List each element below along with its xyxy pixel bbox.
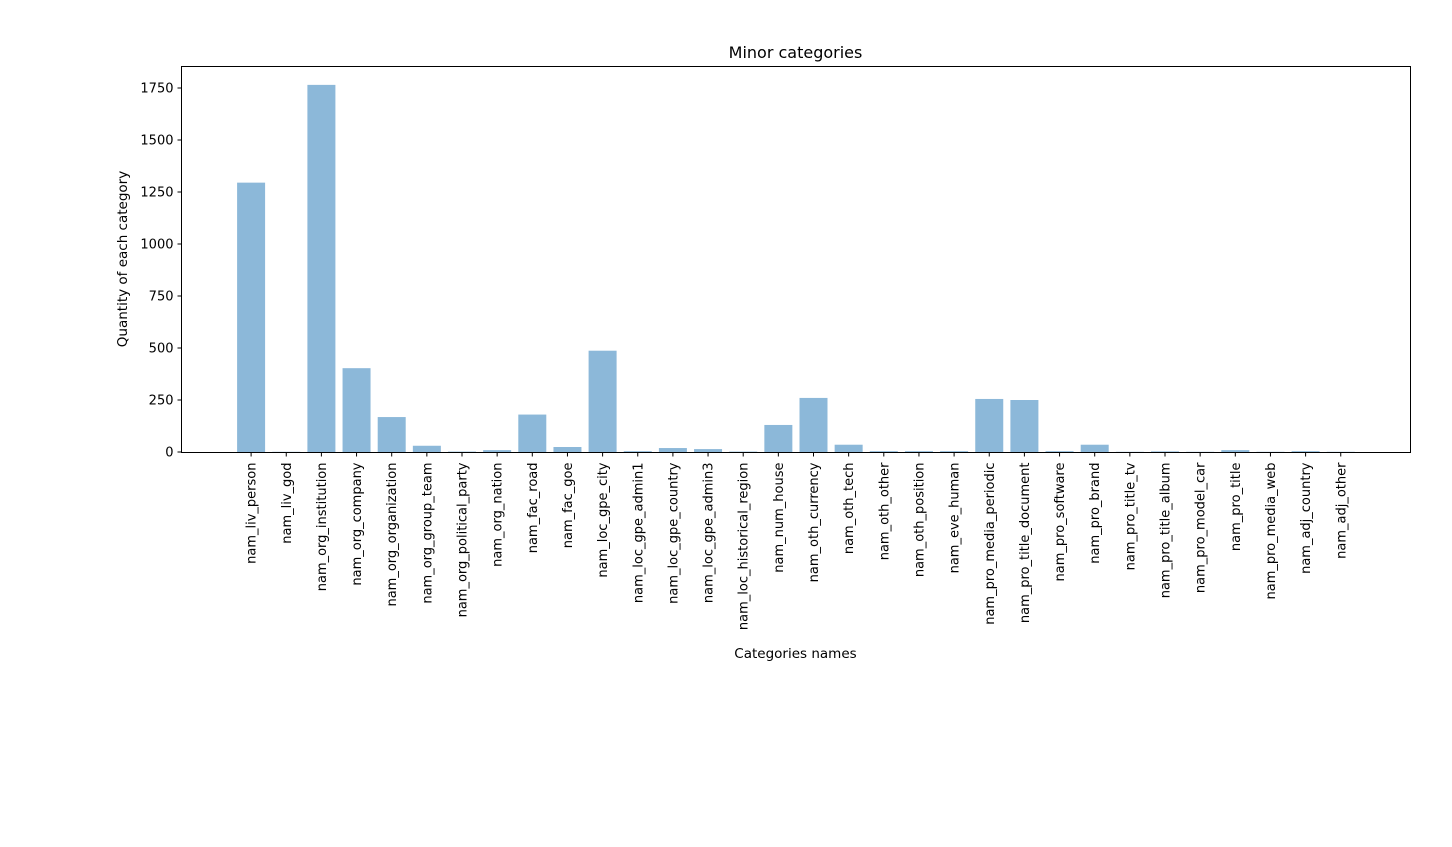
- bar-nam_liv_person: [237, 182, 266, 452]
- bar-nam_org_institution: [307, 84, 336, 452]
- x-tick-label-nam_org_organization: nam_org_organization: [385, 463, 400, 607]
- x-tick-label-nam_pro_media_web: nam_pro_media_web: [1264, 463, 1279, 600]
- y-tick-label-750: 750: [149, 290, 174, 305]
- x-tick-label-nam_org_group_team: nam_org_group_team: [420, 463, 435, 604]
- x-tick-label-nam_oth_other: nam_oth_other: [877, 462, 892, 560]
- bar-nam_pro_brand: [1080, 444, 1109, 452]
- bar-nam_pro_media_periodic: [975, 398, 1004, 452]
- x-tick-label-nam_org_institution: nam_org_institution: [315, 463, 330, 592]
- x-tick-label-nam_pro_title_tv: nam_pro_title_tv: [1123, 462, 1138, 570]
- x-tick-label-nam_loc_gpe_admin3: nam_loc_gpe_admin3: [702, 463, 717, 604]
- y-axis-label: Quantity of each category: [115, 171, 131, 347]
- x-tick-label-nam_fac_road: nam_fac_road: [526, 463, 541, 554]
- x-tick-label-nam_eve_human: nam_eve_human: [948, 463, 963, 574]
- y-tick-label-500: 500: [149, 342, 174, 357]
- y-axis-ticks: 0 250 500 750 1000 1250 1500 1750: [140, 82, 182, 461]
- x-tick-label-nam_pro_media_periodic: nam_pro_media_periodic: [983, 463, 998, 625]
- x-tick-label-nam_loc_gpe_admin1: nam_loc_gpe_admin1: [631, 463, 646, 604]
- y-tick-label-1500: 1500: [140, 134, 173, 149]
- x-tick-label-nam_num_house: nam_num_house: [772, 463, 787, 573]
- bar-nam_pro_software: [1045, 451, 1074, 452]
- x-tick-label-nam_org_political_party: nam_org_political_party: [456, 462, 471, 617]
- bar-nam_eve_human: [940, 451, 969, 452]
- y-tick-label-1000: 1000: [140, 238, 173, 253]
- x-axis-ticks: nam_liv_person nam_liv_god nam_org_institu…: [245, 452, 1349, 631]
- x-tick-label-nam_pro_title_album: nam_pro_title_album: [1159, 463, 1174, 599]
- bar-nam_org_organization: [377, 417, 406, 452]
- bar-nam_adj_country: [1291, 451, 1320, 452]
- bar-nam_loc_gpe_admin3: [694, 449, 723, 452]
- x-tick-label-nam_oth_currency: nam_oth_currency: [807, 462, 822, 582]
- x-tick-label-nam_pro_software: nam_pro_software: [1053, 463, 1068, 582]
- bar-nam_fac_goe: [553, 447, 582, 452]
- x-tick-label-nam_liv_god: nam_liv_god: [280, 463, 295, 544]
- x-tick-label-nam_pro_model_car: nam_pro_model_car: [1194, 462, 1209, 593]
- bar-nam_org_group_team: [412, 445, 441, 452]
- y-tick-label-250: 250: [149, 394, 174, 409]
- bar-nam_org_nation: [483, 450, 512, 452]
- x-tick-label-nam_liv_person: nam_liv_person: [245, 463, 260, 564]
- x-tick-label-nam_org_nation: nam_org_nation: [491, 463, 506, 567]
- x-tick-label-nam_fac_goe: nam_fac_goe: [561, 463, 576, 549]
- x-tick-label-nam_adj_other: nam_adj_other: [1334, 462, 1349, 559]
- x-tick-label-nam_org_company: nam_org_company: [350, 462, 365, 585]
- y-tick-label-1250: 1250: [140, 186, 173, 201]
- x-tick-label-nam_loc_gpe_country: nam_loc_gpe_country: [666, 462, 681, 604]
- bar-nam_loc_gpe_admin1: [623, 451, 652, 452]
- bars-group: [237, 84, 1355, 452]
- bar-nam_pro_title_document: [1010, 400, 1039, 452]
- bar-nam_loc_gpe_city: [588, 350, 617, 452]
- x-tick-label-nam_pro_title: nam_pro_title: [1229, 463, 1244, 552]
- bar-nam_loc_gpe_country: [658, 448, 687, 452]
- x-tick-label-nam_oth_tech: nam_oth_tech: [842, 463, 857, 555]
- chart-title: Minor categories: [729, 43, 863, 62]
- x-tick-label-nam_pro_brand: nam_pro_brand: [1088, 463, 1103, 564]
- x-tick-label-nam_oth_position: nam_oth_position: [912, 463, 927, 578]
- bar-nam_oth_other: [869, 451, 898, 452]
- x-tick-label-nam_loc_historical_region: nam_loc_historical_region: [737, 463, 752, 631]
- x-tick-label-nam_pro_title_document: nam_pro_title_document: [1018, 463, 1033, 624]
- x-axis-label: Categories names: [734, 646, 856, 662]
- bar-nam_org_company: [342, 368, 371, 452]
- bar-nam_pro_title_album: [1151, 451, 1179, 452]
- y-tick-label-0: 0: [165, 446, 173, 461]
- plot-frame: [181, 66, 1411, 453]
- bar-nam_oth_currency: [799, 397, 828, 452]
- y-tick-label-1750: 1750: [140, 82, 173, 97]
- bar-nam_oth_tech: [834, 444, 863, 452]
- bar-nam_num_house: [764, 424, 793, 452]
- x-tick-label-nam_loc_gpe_city: nam_loc_gpe_city: [596, 462, 611, 577]
- bar-nam_pro_title: [1221, 450, 1250, 452]
- x-tick-label-nam_adj_country: nam_adj_country: [1299, 462, 1314, 574]
- bar-nam_oth_position: [904, 451, 933, 452]
- bar-nam_fac_road: [518, 414, 547, 452]
